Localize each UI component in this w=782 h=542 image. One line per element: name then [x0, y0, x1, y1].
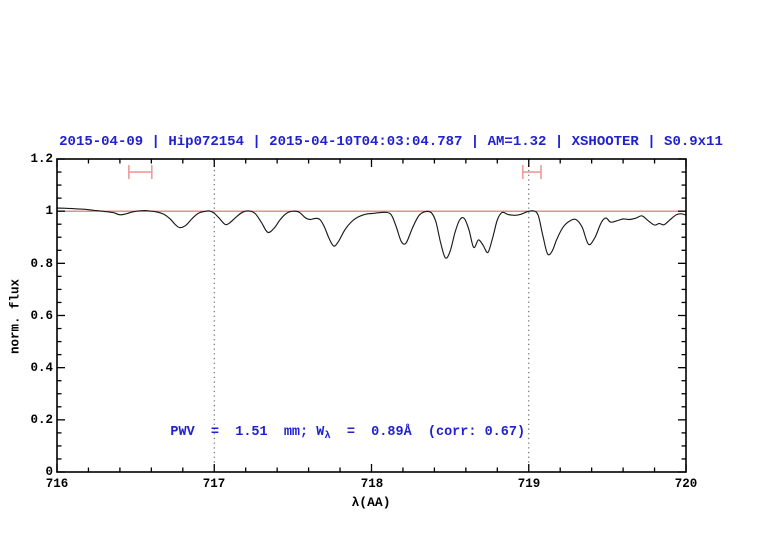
pwv-annotation-prefix: PWV = 1.51 mm; W [170, 425, 325, 440]
x-tick-label: 718 [360, 477, 384, 491]
plot-frame [56, 158, 687, 473]
y-tick-label: 0.2 [30, 413, 53, 427]
y-tick-label: 0 [45, 465, 53, 479]
lambda-subscript: λ [324, 430, 331, 442]
x-tick-label: 717 [202, 477, 226, 491]
pwv-annotation-suffix: = 0.89Å (corr: 0.67) [330, 425, 526, 440]
x-tick-label: 719 [517, 477, 541, 491]
y-tick-label: 0.8 [30, 257, 53, 271]
pwv-annotation: PWV = 1.51 mm; Wλ = 0.89Å (corr: 0.67) [138, 410, 525, 457]
y-tick-label: 0.4 [30, 361, 53, 375]
figure-title: 2015-04-09 | Hip072154 | 2015-04-10T04:0… [59, 134, 723, 150]
y-tick-label: 1 [45, 204, 53, 218]
x-tick-label: 720 [674, 477, 698, 491]
y-tick-label: 1.2 [30, 152, 53, 166]
y-tick-label: 0.6 [30, 309, 53, 323]
x-tick-label: 716 [45, 477, 69, 491]
x-axis-title: λ(AA) [351, 495, 391, 510]
spectrum-line [56, 207, 687, 259]
